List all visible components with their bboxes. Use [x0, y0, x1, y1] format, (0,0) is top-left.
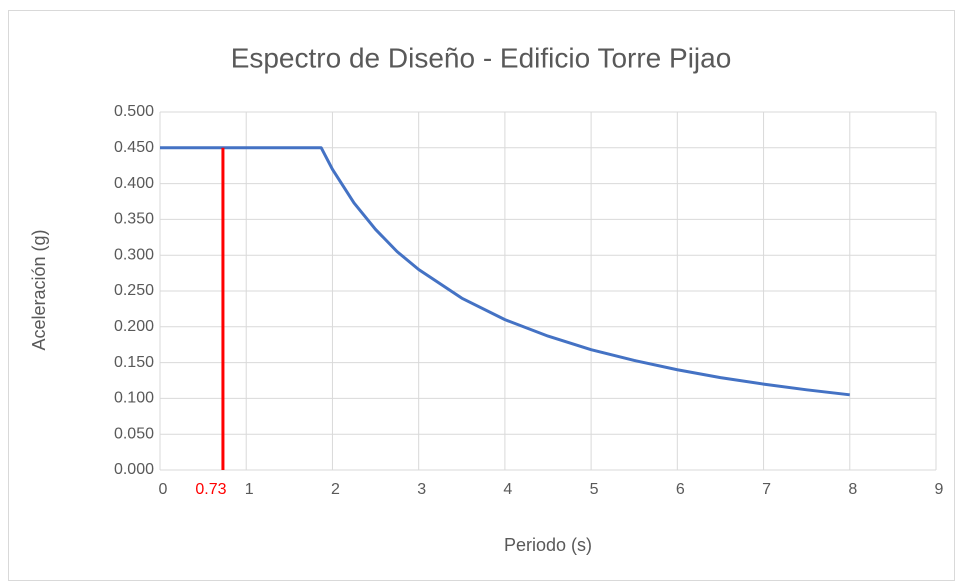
x-tick-label: 3 [417, 481, 426, 498]
y-tick-label: 0.500 [114, 103, 154, 120]
y-tick-label: 0.400 [114, 175, 154, 192]
x-tick-label: 9 [935, 481, 944, 498]
y-tick-label: 0.300 [114, 246, 154, 263]
y-tick-label: 0.200 [114, 318, 154, 335]
y-tick-label: 0.050 [114, 425, 154, 442]
marker-label: 0.73 [195, 481, 226, 498]
y-tick-label: 0.250 [114, 282, 154, 299]
y-tick-label: 0.350 [114, 211, 154, 228]
y-tick-label: 0.150 [114, 354, 154, 371]
x-tick-label: 1 [245, 481, 254, 498]
chart-border [8, 10, 955, 581]
y-tick-label: 0.000 [114, 461, 154, 478]
chart-title: Espectro de Diseño - Edificio Torre Pija… [231, 42, 732, 73]
x-tick-label: 7 [762, 481, 771, 498]
x-tick-label: 4 [503, 481, 512, 498]
x-tick-label: 8 [848, 481, 857, 498]
y-tick-label: 0.100 [114, 390, 154, 407]
x-tick-label: 6 [676, 481, 685, 498]
x-tick-label: 0 [159, 481, 168, 498]
y-axis-title: Aceleración (g) [29, 229, 49, 350]
x-axis-title: Periodo (s) [504, 535, 592, 555]
line-series [160, 146, 850, 397]
y-tick-label: 0.450 [114, 139, 154, 156]
x-tick-label: 5 [590, 481, 599, 498]
x-tick-label: 2 [331, 481, 340, 498]
